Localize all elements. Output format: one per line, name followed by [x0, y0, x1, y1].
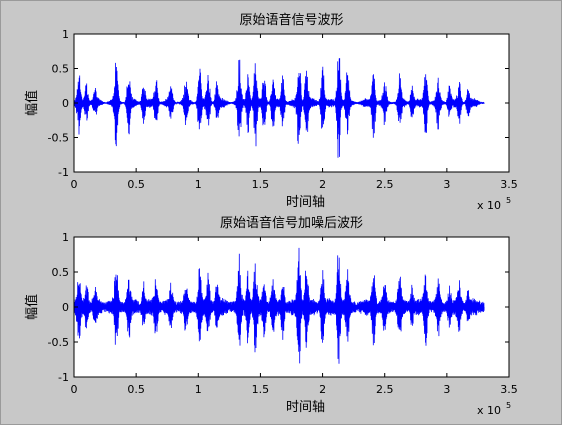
x-tick-label: 3.5 — [500, 178, 518, 191]
y-tick-label: -0.5 — [48, 132, 69, 145]
x-tick-label: 1 — [195, 178, 202, 191]
x-axis-multiplier: x 10 — [477, 404, 501, 417]
x-tick-label: 1 — [195, 383, 202, 396]
x-tick-label: 3 — [443, 383, 450, 396]
x-tick-label: 3.5 — [500, 383, 518, 396]
x-tick-label: 0 — [71, 178, 78, 191]
x-axis-multiplier: x 10 — [477, 199, 501, 212]
x-tick-label: 2 — [319, 383, 326, 396]
y-tick-label: -0.5 — [48, 336, 69, 349]
chart-title: 原始语音信号加噪后波形 — [220, 215, 363, 231]
x-axis-multiplier-exponent: 5 — [506, 401, 511, 410]
x-axis-label: 时间轴 — [286, 195, 325, 210]
y-tick-label: -1 — [58, 166, 69, 179]
series-line — [73, 247, 485, 364]
x-tick-label: 0.5 — [127, 178, 145, 191]
x-tick-label: 2 — [319, 178, 326, 191]
y-tick-label: -1 — [58, 371, 69, 384]
y-axis-label: 幅值 — [24, 90, 40, 116]
x-axis-multiplier-exponent: 5 — [506, 196, 511, 205]
y-tick-label: 0 — [62, 301, 69, 314]
series-line — [73, 58, 485, 158]
chart-panel-2: 0 0.5 1 1.5 2 2.5 3 3.5 1 0.5 0 -0.5 -1 原始语音信号加噪后波形时间… — [24, 215, 518, 417]
x-tick-label: 3 — [443, 178, 450, 191]
y-tick-label: 1 — [62, 231, 69, 244]
x-axis-label: 时间轴 — [286, 400, 325, 415]
y-tick-label: 1 — [62, 28, 69, 41]
y-axis-label: 幅值 — [24, 294, 40, 320]
x-tick-label: 0 — [71, 383, 78, 396]
x-tick-label: 0.5 — [127, 383, 145, 396]
x-tick-label: 1.5 — [252, 383, 270, 396]
chart-title: 原始语音信号波形 — [239, 12, 343, 28]
y-tick-label: 0.5 — [52, 63, 70, 76]
x-tick-label: 1.5 — [252, 178, 270, 191]
y-tick-label: 0.5 — [52, 266, 70, 279]
x-tick-label: 2.5 — [376, 178, 394, 191]
y-tick-label: 0 — [62, 97, 69, 110]
x-tick-label: 2.5 — [376, 383, 394, 396]
